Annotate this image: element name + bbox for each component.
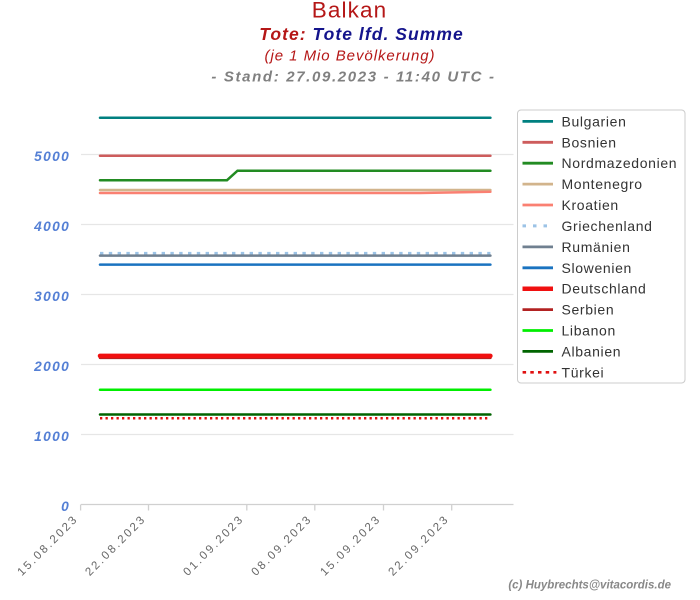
svg-text:22.08.2023: 22.08.2023 — [83, 513, 148, 578]
svg-text:5000: 5000 — [34, 149, 70, 164]
svg-text:Bosnien: Bosnien — [562, 134, 617, 150]
svg-text:01.09.2023: 01.09.2023 — [181, 513, 246, 578]
svg-text:(c) Huybrechts@vitacordis.de: (c) Huybrechts@vitacordis.de — [508, 580, 671, 592]
svg-text:22.09.2023: 22.09.2023 — [387, 513, 452, 578]
svg-text:Deutschland: Deutschland — [562, 281, 647, 297]
svg-text:Bulgarien: Bulgarien — [562, 113, 627, 129]
svg-text:Türkei: Türkei — [562, 364, 605, 380]
svg-text:Balkan: Balkan — [312, 0, 387, 22]
svg-text:Serbien: Serbien — [562, 302, 615, 318]
svg-text:08.09.2023: 08.09.2023 — [249, 513, 314, 578]
svg-text:0: 0 — [61, 499, 70, 514]
svg-text:Slowenien: Slowenien — [562, 260, 632, 276]
svg-text:2000: 2000 — [33, 359, 70, 374]
svg-text:Albanien: Albanien — [562, 343, 622, 359]
svg-text:Tote: Tote lfd. Summe: Tote: Tote lfd. Summe — [259, 24, 464, 44]
svg-text:- Stand: 27.09.2023 - 11:40 UT: - Stand: 27.09.2023 - 11:40 UTC - — [211, 69, 495, 86]
svg-text:1000: 1000 — [34, 429, 70, 444]
svg-text:Nordmazedonien: Nordmazedonien — [562, 155, 678, 171]
svg-text:Griechenland: Griechenland — [562, 218, 653, 234]
svg-text:Rumänien: Rumänien — [562, 239, 631, 255]
svg-text:4000: 4000 — [33, 219, 70, 234]
svg-text:15.09.2023: 15.09.2023 — [318, 513, 383, 578]
svg-text:Libanon: Libanon — [562, 323, 616, 339]
svg-text:(je 1 Mio Bevölkerung): (je 1 Mio Bevölkerung) — [265, 48, 436, 65]
svg-text:3000: 3000 — [34, 289, 70, 304]
svg-text:Montenegro: Montenegro — [562, 176, 643, 192]
svg-text:15.08.2023: 15.08.2023 — [15, 513, 80, 578]
svg-text:Kroatien: Kroatien — [562, 197, 619, 213]
